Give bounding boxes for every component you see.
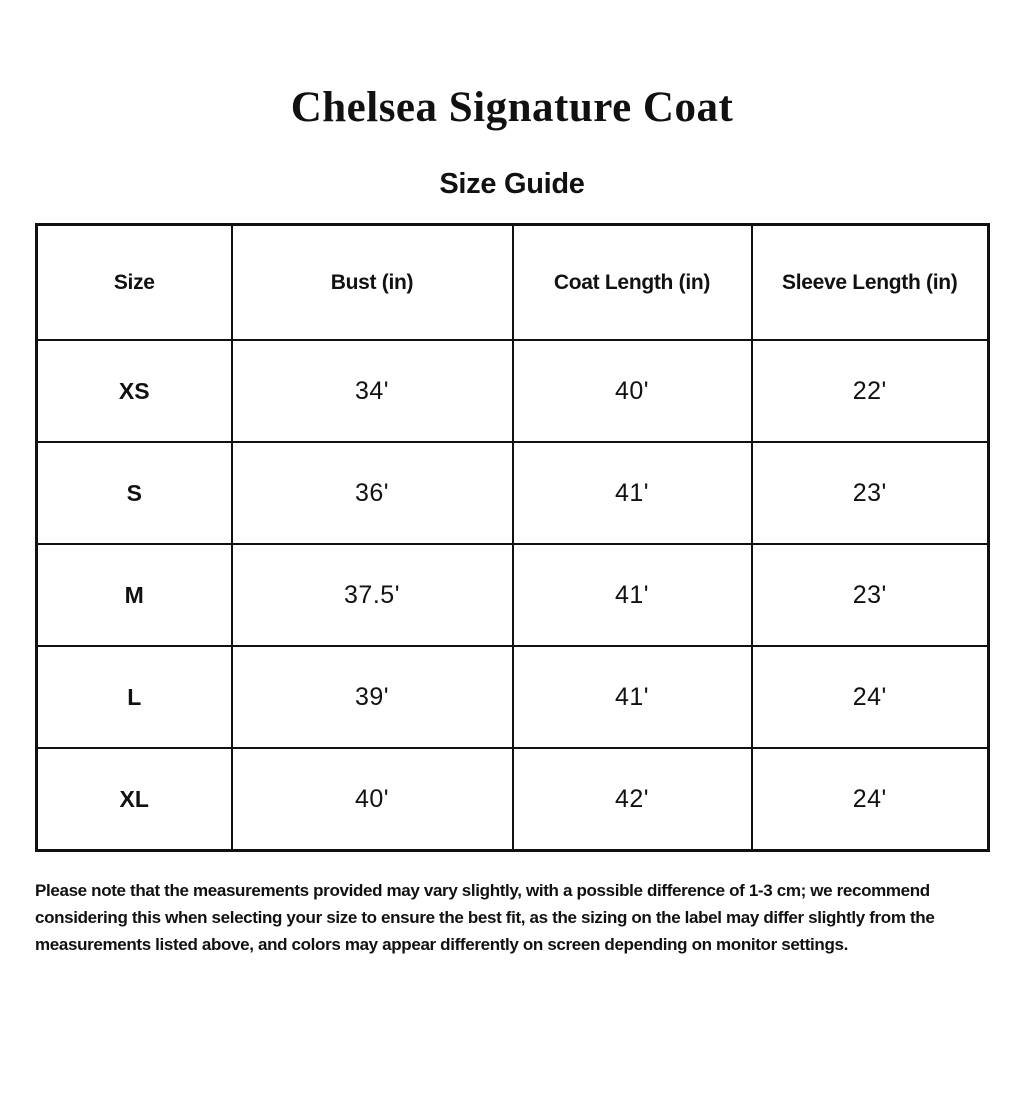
table-row-m: M 37.5' 41' 23' bbox=[35, 543, 990, 647]
size-label: M bbox=[35, 543, 233, 647]
coat-length-value: 40' bbox=[511, 339, 753, 443]
header-cell-bust: Bust (in) bbox=[230, 223, 514, 341]
size-guide-table: Size Bust (in) Coat Length (in) Sleeve L… bbox=[35, 223, 990, 852]
bust-value: 34' bbox=[230, 339, 514, 443]
bust-value: 37.5' bbox=[230, 543, 514, 647]
size-label: S bbox=[35, 441, 233, 545]
sleeve-length-value: 23' bbox=[750, 543, 990, 647]
page-title: Chelsea Signature Coat bbox=[290, 84, 734, 131]
coat-length-value: 42' bbox=[511, 747, 753, 852]
bust-value: 40' bbox=[230, 747, 514, 852]
size-label: XL bbox=[35, 747, 233, 852]
sleeve-length-value: 24' bbox=[750, 747, 990, 852]
table-header-row: Size Bust (in) Coat Length (in) Sleeve L… bbox=[35, 223, 990, 341]
bust-value: 36' bbox=[230, 441, 514, 545]
coat-length-value: 41' bbox=[511, 645, 753, 749]
coat-length-value: 41' bbox=[511, 441, 753, 545]
table-row-l: L 39' 41' 24' bbox=[35, 645, 990, 749]
size-guide-subtitle: Size Guide bbox=[439, 168, 585, 200]
header-cell-size: Size bbox=[35, 223, 233, 341]
bust-value: 39' bbox=[230, 645, 514, 749]
sleeve-length-value: 22' bbox=[750, 339, 990, 443]
table-row-xl: XL 40' 42' 24' bbox=[35, 747, 990, 852]
header-cell-coat-length: Coat Length (in) bbox=[511, 223, 753, 341]
sleeve-length-value: 23' bbox=[750, 441, 990, 545]
header-cell-sleeve-length: Sleeve Length (in) bbox=[750, 223, 990, 341]
table-row-xs: XS 34' 40' 22' bbox=[35, 339, 990, 443]
sleeve-length-value: 24' bbox=[750, 645, 990, 749]
size-label: XS bbox=[35, 339, 233, 443]
measurement-disclaimer-note: Please note that the measurements provid… bbox=[35, 881, 935, 954]
coat-length-value: 41' bbox=[511, 543, 753, 647]
table-row-s: S 36' 41' 23' bbox=[35, 441, 990, 545]
size-label: L bbox=[35, 645, 233, 749]
